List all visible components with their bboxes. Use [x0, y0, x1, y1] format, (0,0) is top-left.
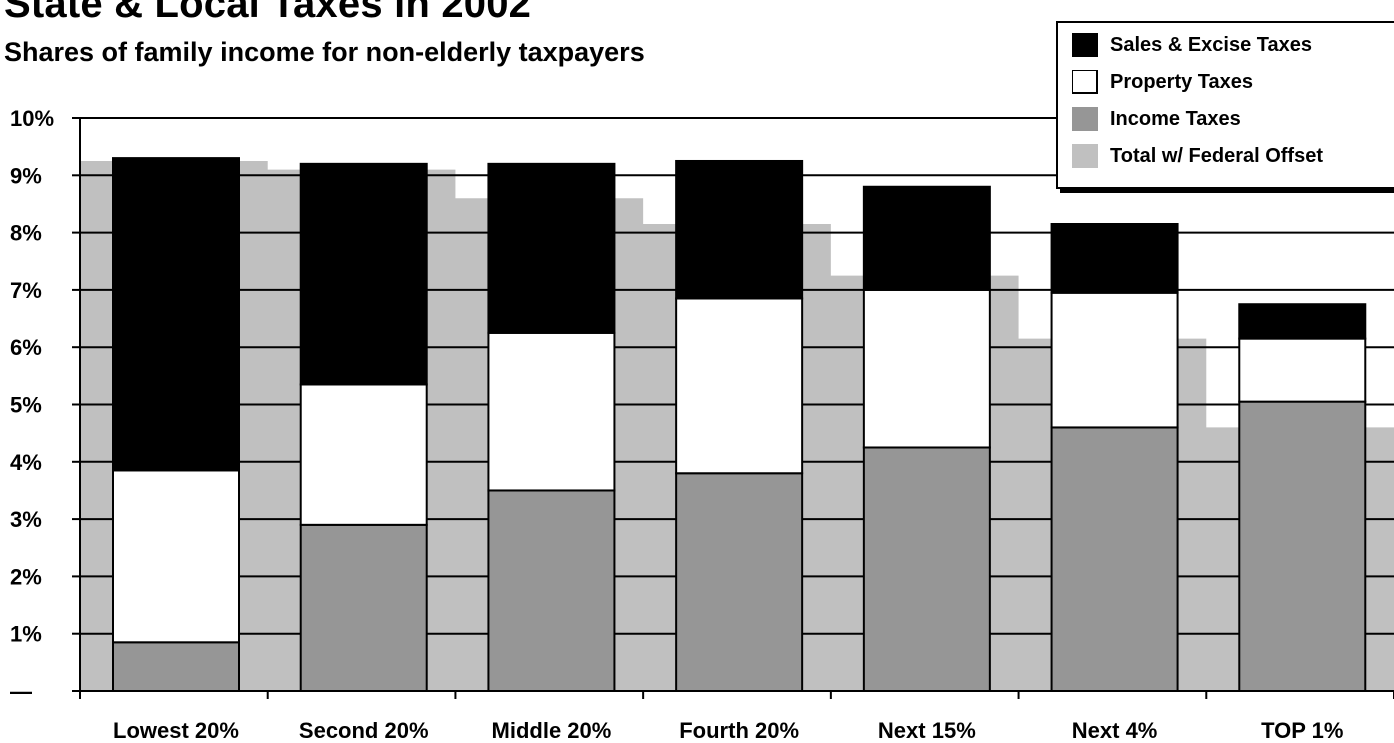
y-tick-label-2: 2%: [10, 564, 42, 589]
bar-7-income-taxes: [1238, 400, 1367, 692]
x-tick-label-1: Lowest 20%: [113, 718, 239, 743]
bar-2-income-taxes: [299, 523, 428, 693]
bar-6-income-taxes: [1050, 426, 1179, 692]
bar-4-income-taxes: [675, 472, 804, 693]
legend: Sales & Excise Taxes Property Taxes Inco…: [1056, 21, 1394, 189]
legend-item-property: Property Taxes: [1072, 68, 1253, 96]
bar-2-sales-excise-taxes: [299, 162, 428, 386]
x-tick-label-7: TOP 1%: [1261, 718, 1343, 743]
bar-1-property-taxes: [112, 469, 240, 644]
y-tick-label-0: —: [10, 679, 32, 704]
y-tick-label-3: 3%: [10, 507, 42, 532]
legend-swatch-income: [1072, 107, 1098, 131]
y-tick-label-8: 8%: [10, 221, 42, 246]
y-tick-label-10: 10%: [10, 106, 54, 131]
bar-1-income-taxes: [112, 641, 240, 692]
legend-swatch-sales: [1072, 33, 1098, 57]
legend-label-sales: Sales & Excise Taxes: [1110, 33, 1312, 56]
legend-swatch-offset: [1072, 144, 1098, 168]
legend-item-income: Income Taxes: [1072, 105, 1241, 133]
bar-4-sales-excise-taxes: [675, 159, 804, 300]
y-tick-label-6: 6%: [10, 335, 42, 360]
x-tick-label-4: Fourth 20%: [679, 718, 799, 743]
bar-5-property-taxes: [862, 288, 991, 449]
bar-3-sales-excise-taxes: [487, 162, 616, 334]
legend-item-sales: Sales & Excise Taxes: [1072, 31, 1312, 59]
bar-2-property-taxes: [299, 383, 428, 526]
bar-3-income-taxes: [487, 489, 616, 693]
bar-4-property-taxes: [675, 297, 804, 475]
bar-5-sales-excise-taxes: [862, 185, 991, 291]
x-tick-label-3: Middle 20%: [492, 718, 612, 743]
bar-3-property-taxes: [487, 331, 616, 492]
bar-5-income-taxes: [862, 446, 991, 692]
legend-label-offset: Total w/ Federal Offset: [1110, 144, 1323, 167]
bar-1-sales-excise-taxes: [112, 157, 240, 472]
bar-7-sales-excise-taxes: [1238, 303, 1367, 340]
legend-item-offset: Total w/ Federal Offset: [1072, 142, 1323, 170]
y-tick-label-7: 7%: [10, 278, 42, 303]
chart-subtitle: Shares of family income for non-elderly …: [4, 37, 645, 67]
bar-6-sales-excise-taxes: [1050, 223, 1179, 294]
y-tick-label-9: 9%: [10, 163, 42, 188]
y-tick-label-4: 4%: [10, 450, 42, 475]
y-tick-label-1: 1%: [10, 622, 42, 647]
legend-label-income: Income Taxes: [1110, 107, 1241, 130]
bar-7-property-taxes: [1238, 337, 1367, 403]
y-tick-label-5: 5%: [10, 393, 42, 418]
legend-label-property: Property Taxes: [1110, 70, 1254, 93]
chart-title: State & Local Taxes in 2002: [4, 0, 532, 26]
bar-6-property-taxes: [1050, 291, 1179, 429]
x-tick-label-6: Next 4%: [1072, 718, 1158, 743]
legend-swatch-property: [1072, 70, 1098, 94]
x-tick-label-5: Next 15%: [878, 718, 976, 743]
x-tick-label-2: Second 20%: [299, 718, 429, 743]
